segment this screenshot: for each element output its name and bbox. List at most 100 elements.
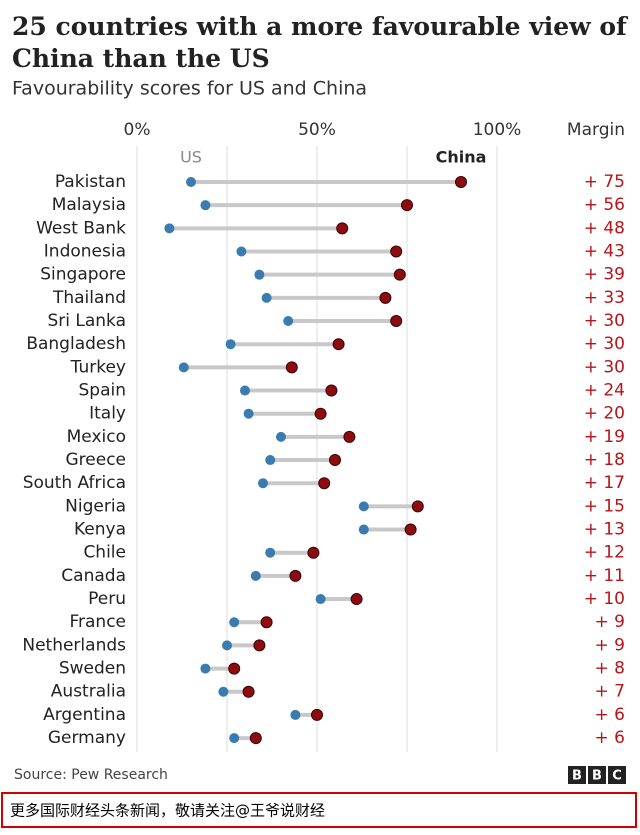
us-dot [290, 709, 301, 720]
logo-letter: B [572, 769, 582, 784]
us-dot [358, 501, 369, 512]
margin-label: + 6 [595, 728, 625, 748]
margin-label: + 6 [595, 705, 625, 725]
china-dot [343, 430, 356, 443]
us-dot [164, 223, 175, 234]
margin-label: + 24 [584, 381, 625, 401]
china-dot [336, 222, 349, 235]
x-tick-label: 50% [298, 120, 336, 140]
china-dot [249, 732, 262, 745]
us-dot [265, 547, 276, 558]
category-label: Canada [61, 566, 126, 586]
margin-title: Margin [567, 120, 625, 140]
us-dot [254, 269, 265, 280]
subtitle: Favourability scores for US and China [12, 78, 367, 100]
us-dot [225, 339, 236, 350]
margin-label: + 30 [584, 357, 625, 377]
category-label: Kenya [74, 520, 126, 540]
margin-label: + 18 [584, 450, 625, 470]
category-label: Germany [48, 728, 126, 748]
us-dot [236, 246, 247, 257]
margin-label: + 20 [584, 404, 625, 424]
china-dot [242, 685, 255, 698]
us-dot [222, 640, 232, 651]
banner: 更多国际财经头条新闻，敬请关注@王爷说财经 [10, 802, 325, 820]
us-dot [186, 177, 196, 187]
source: Source: Pew Research [14, 767, 168, 783]
us-dot [240, 385, 250, 396]
china-dot [285, 361, 298, 374]
us-dot [229, 733, 240, 744]
china-dot [401, 199, 413, 212]
category-label: Nigeria [65, 496, 126, 516]
us-dot [276, 431, 286, 442]
margin-label: + 43 [584, 242, 625, 262]
margin-label: + 48 [584, 218, 625, 238]
margin-label: + 11 [584, 566, 625, 586]
category-label: Australia [51, 682, 126, 702]
category-label: Bangladesh [26, 334, 126, 354]
us-dot [243, 408, 254, 419]
us-dot [229, 617, 240, 628]
category-label: Sri Lanka [47, 311, 126, 331]
us-dot [358, 524, 369, 535]
category-label: Thailand [52, 288, 126, 308]
logo-box [608, 766, 626, 784]
category-label: West Bank [36, 218, 126, 238]
margin-label: + 75 [584, 172, 625, 192]
category-label: South Africa [23, 473, 126, 493]
category-label: Netherlands [22, 635, 126, 655]
china-dot [393, 268, 406, 281]
margin-label: + 9 [595, 612, 625, 632]
us-dot [258, 478, 268, 489]
margin-label: + 39 [584, 265, 625, 285]
china-dot [325, 384, 338, 397]
margin-label: + 19 [584, 427, 625, 447]
category-label: Spain [79, 381, 127, 401]
margin-label: + 17 [584, 473, 625, 493]
margin-label: + 15 [584, 496, 625, 516]
category-label: Italy [89, 404, 126, 424]
category-label: Argentina [43, 705, 126, 725]
logo-box [568, 766, 586, 784]
category-label: Chile [83, 543, 126, 563]
china-dot [253, 639, 266, 652]
margin-label: + 9 [595, 635, 625, 655]
category-label: Sweden [59, 659, 126, 679]
category-label: France [69, 612, 126, 632]
category-label: Singapore [40, 265, 126, 285]
china-dot [404, 523, 417, 536]
china-dot [318, 477, 331, 490]
category-label: Greece [65, 450, 126, 470]
china-dot [350, 593, 363, 606]
us-dot [265, 455, 276, 466]
margin-label: + 30 [584, 311, 625, 331]
us-dot [283, 316, 294, 327]
china-dot [307, 546, 320, 559]
china-dot [289, 569, 302, 582]
margin-label: + 8 [595, 659, 625, 679]
us-dot [200, 663, 211, 674]
china-dot [260, 616, 273, 629]
logo-box [588, 766, 606, 784]
china-dot [329, 454, 341, 467]
us-dot [218, 686, 229, 697]
logo-letter: C [612, 769, 622, 784]
banner-box [1, 792, 637, 828]
legend-label: China [436, 148, 487, 167]
china-dot [311, 708, 323, 721]
category-label: Peru [88, 589, 126, 609]
us-dot [178, 362, 189, 373]
category-label: Indonesia [44, 242, 126, 262]
us-dot [200, 200, 211, 211]
china-dot [411, 500, 424, 513]
x-tick-label: 100% [473, 120, 522, 140]
legend-label: US [180, 148, 202, 167]
china-dot [332, 338, 345, 351]
china-dot [228, 662, 241, 675]
us-dot [250, 570, 261, 581]
china-dot [314, 407, 327, 420]
china-dot [455, 176, 467, 188]
